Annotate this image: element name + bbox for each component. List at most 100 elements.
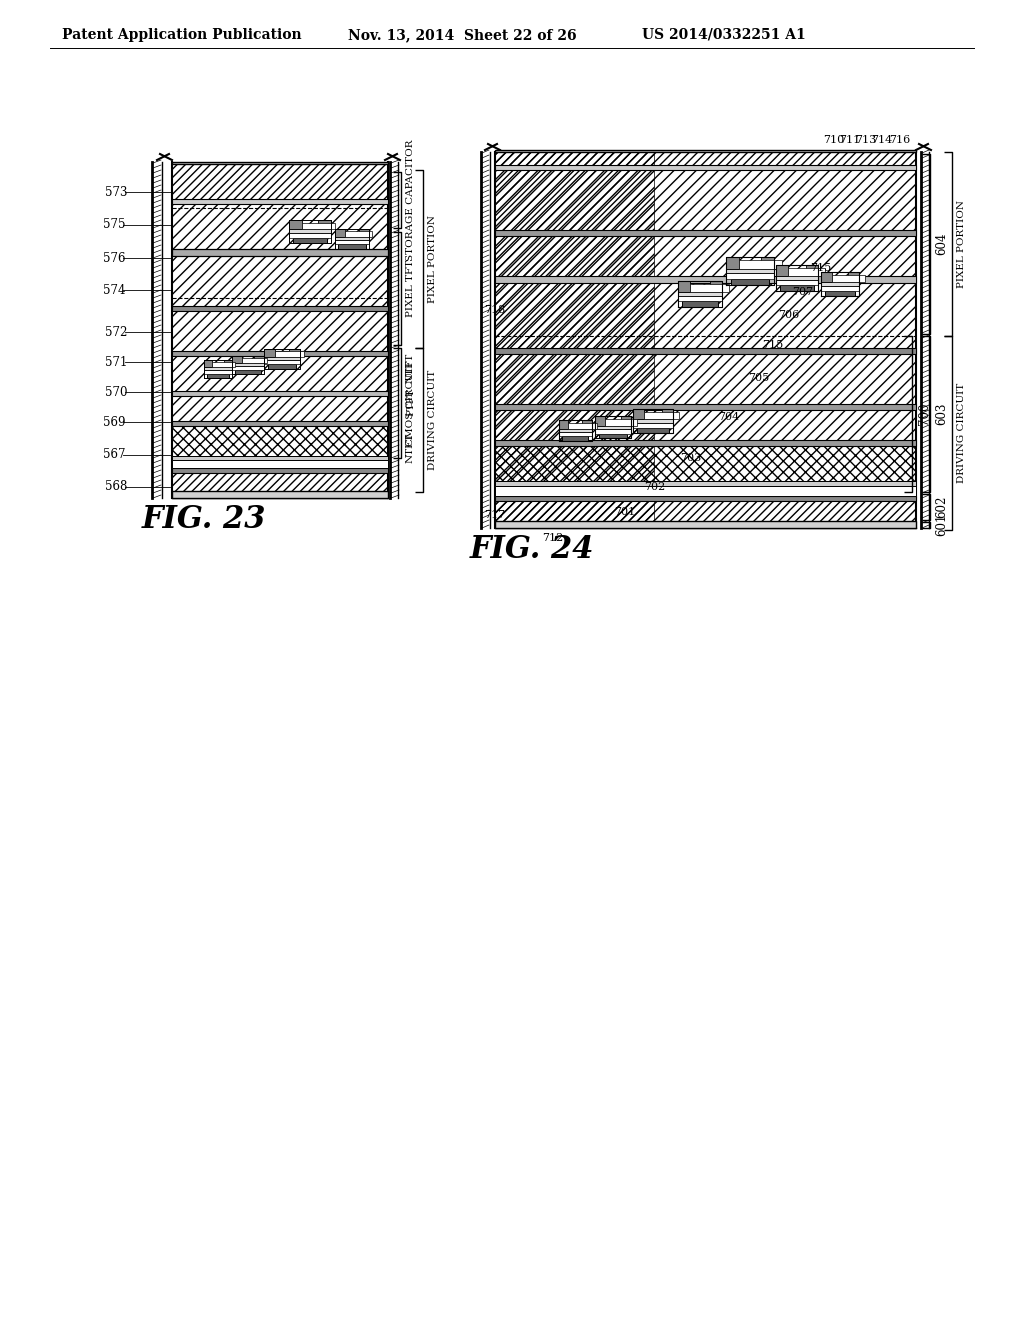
Bar bbox=[595, 425, 631, 429]
Bar bbox=[204, 360, 212, 367]
Bar bbox=[558, 432, 592, 437]
Text: 602: 602 bbox=[935, 496, 948, 519]
Bar bbox=[172, 199, 388, 205]
Bar bbox=[821, 282, 859, 286]
Bar bbox=[595, 416, 605, 425]
Text: 704: 704 bbox=[718, 412, 739, 422]
Bar bbox=[274, 351, 303, 356]
Bar bbox=[204, 367, 232, 370]
Text: 715: 715 bbox=[762, 341, 783, 350]
Text: 569: 569 bbox=[103, 416, 126, 429]
Text: 715: 715 bbox=[810, 263, 831, 273]
Bar bbox=[495, 440, 916, 446]
Bar bbox=[172, 351, 388, 356]
Bar bbox=[739, 260, 781, 268]
Bar bbox=[595, 429, 631, 433]
Bar bbox=[726, 256, 739, 268]
Bar bbox=[637, 428, 669, 433]
Text: 570: 570 bbox=[105, 385, 128, 399]
Text: Nov. 13, 2014  Sheet 22 of 26: Nov. 13, 2014 Sheet 22 of 26 bbox=[348, 28, 577, 42]
Bar bbox=[172, 162, 388, 164]
Bar bbox=[289, 220, 302, 230]
Bar bbox=[583, 420, 592, 429]
Text: FIG. 24: FIG. 24 bbox=[470, 535, 595, 565]
Text: PIXEL PORTION: PIXEL PORTION bbox=[957, 201, 966, 288]
Bar bbox=[232, 363, 264, 366]
Bar bbox=[731, 279, 769, 285]
Bar bbox=[495, 282, 916, 348]
Bar bbox=[289, 230, 331, 234]
Bar bbox=[204, 370, 232, 374]
Text: 571: 571 bbox=[105, 355, 127, 368]
Text: 718: 718 bbox=[484, 305, 505, 315]
Bar bbox=[172, 491, 388, 498]
Bar bbox=[776, 276, 818, 280]
Bar bbox=[289, 348, 300, 356]
Bar bbox=[678, 281, 690, 292]
Text: 575: 575 bbox=[103, 219, 126, 231]
Bar bbox=[264, 360, 300, 364]
Bar bbox=[761, 256, 774, 268]
Text: 701: 701 bbox=[614, 507, 635, 517]
Bar bbox=[293, 238, 327, 243]
Bar bbox=[726, 273, 774, 279]
Bar bbox=[232, 366, 264, 370]
Text: CMOS CIRCUIT: CMOS CIRCUIT bbox=[406, 360, 415, 446]
Text: PTFT: PTFT bbox=[406, 388, 415, 416]
Bar bbox=[495, 170, 916, 230]
Bar bbox=[633, 422, 673, 428]
Bar bbox=[495, 496, 916, 502]
Bar bbox=[495, 480, 916, 486]
Text: 576: 576 bbox=[103, 252, 126, 264]
Bar bbox=[495, 502, 916, 521]
Text: 717: 717 bbox=[484, 510, 505, 520]
Bar bbox=[358, 228, 369, 236]
Text: PIXEL TFT: PIXEL TFT bbox=[406, 260, 415, 317]
Text: 700: 700 bbox=[918, 403, 931, 425]
Bar bbox=[302, 223, 335, 230]
Bar bbox=[335, 228, 345, 236]
Bar bbox=[172, 391, 388, 396]
Bar bbox=[621, 416, 631, 425]
Bar bbox=[644, 412, 679, 420]
Text: 705: 705 bbox=[748, 374, 769, 383]
Bar bbox=[172, 421, 388, 426]
Text: 573: 573 bbox=[105, 186, 128, 198]
Bar bbox=[662, 409, 673, 420]
Bar bbox=[254, 356, 264, 363]
Bar bbox=[776, 265, 787, 276]
Text: 702: 702 bbox=[644, 482, 666, 492]
Text: NTFT: NTFT bbox=[406, 352, 415, 383]
Bar bbox=[345, 231, 373, 236]
Bar bbox=[172, 312, 388, 351]
Bar bbox=[495, 446, 916, 480]
Bar bbox=[172, 205, 388, 249]
Text: US 2014/0332251 A1: US 2014/0332251 A1 bbox=[642, 28, 806, 42]
Bar bbox=[678, 296, 722, 301]
Text: 604: 604 bbox=[935, 232, 948, 255]
Text: 603: 603 bbox=[935, 403, 948, 425]
Bar bbox=[172, 164, 388, 199]
Bar bbox=[335, 236, 369, 240]
Bar bbox=[806, 265, 818, 276]
Bar bbox=[780, 285, 814, 290]
Bar bbox=[821, 286, 859, 290]
Bar bbox=[172, 396, 388, 421]
Bar bbox=[599, 433, 628, 438]
Bar bbox=[207, 374, 229, 378]
Bar bbox=[172, 426, 388, 455]
Bar bbox=[495, 230, 916, 236]
Text: NTFT: NTFT bbox=[406, 433, 415, 463]
Bar bbox=[558, 420, 567, 429]
Bar bbox=[558, 429, 592, 432]
Bar bbox=[264, 356, 300, 360]
Text: 706: 706 bbox=[778, 310, 800, 319]
Bar bbox=[690, 284, 729, 292]
Bar bbox=[831, 276, 865, 282]
Text: 711: 711 bbox=[840, 135, 860, 145]
Text: 567: 567 bbox=[103, 449, 126, 462]
Bar bbox=[289, 234, 331, 238]
Text: 574: 574 bbox=[103, 284, 126, 297]
Bar bbox=[172, 356, 388, 391]
Bar bbox=[338, 244, 366, 248]
